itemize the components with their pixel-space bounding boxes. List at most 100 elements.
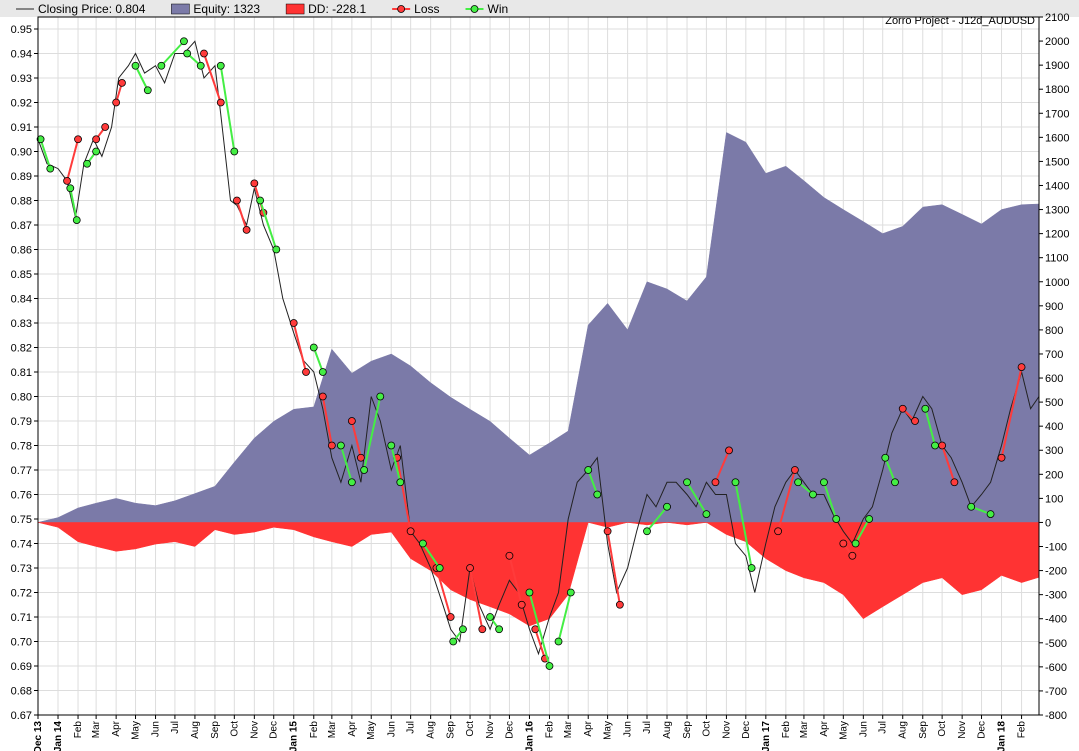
win-trade-marker [851,539,860,548]
x-axis-tick-label: May [838,721,849,740]
legend-label-dd: DD: -228.1 [308,2,366,16]
loss-trade-line [321,396,333,446]
loss-trade-marker [233,196,241,205]
right-axis-tick-label: -700 [1045,686,1067,698]
x-axis-tick-label: Mar [327,720,338,738]
loss-trade-marker [200,49,208,58]
loss-trade-marker [950,478,959,487]
x-axis-tick-label: Jan 18 [997,721,1008,751]
loss-trade-line [396,457,412,532]
right-axis-tick-label: 2100 [1045,12,1069,24]
left-axis-tick-label: 0.83 [11,318,32,330]
win-trade-line [686,481,708,515]
win-trade-marker [967,502,976,511]
axes: 0.67 0.68 0.69 0.70 0.71 0.72 0.73 0.74 0.75 0.76… [11,12,1070,751]
loss-trade-line [66,138,80,182]
right-axis-tick-label: 2000 [1045,36,1069,48]
loss-trade-marker [318,392,327,401]
loss-trade-line [941,445,956,483]
equity-area [37,132,1040,523]
win-trade-marker [554,637,563,646]
loss-trade-marker [531,625,540,634]
closing-price-line [37,40,1040,656]
win-trade-marker [731,478,740,487]
left-axis-tick-label: 0.78 [11,441,32,453]
right-axis-tick-label: -300 [1045,590,1067,602]
win-trade-marker [545,662,554,670]
loss-trade-marker [92,135,101,144]
loss-trade-marker [74,135,82,144]
loss-trade-marker [848,551,857,560]
win-trade-marker [230,147,239,156]
win-trade-marker [459,625,467,634]
x-axis-tick-label: Dec [741,721,752,739]
win-trade-marker [157,61,166,70]
left-axis-tick-label: 0.72 [11,588,32,600]
legend-label-win: Win [488,2,509,16]
win-trade-marker [683,478,691,487]
loss-trade-line [714,450,730,483]
win-trade-marker [336,441,345,450]
x-axis-tick-label: Sep [682,721,693,739]
win-trade-line [528,592,551,667]
win-trade-marker [256,196,265,205]
loss-trade-line [534,628,546,659]
x-axis-tick-label: Oct [701,721,712,737]
x-axis-tick-label: May [131,721,142,740]
win-trade-marker [663,502,671,511]
left-axis-tick-label: 0.82 [11,343,32,355]
x-axis-tick-label: Aug [190,721,201,739]
loss-trade-marker [938,441,947,450]
loss-trade-line [508,555,523,605]
x-axis-tick-label: Nov [485,721,496,739]
win-trade-line [160,40,185,67]
win-trade-marker [809,490,817,499]
right-axis-tick-label: 1800 [1045,84,1069,96]
loss-trade-marker [101,123,110,131]
x-axis-tick-label: Apr [583,720,594,736]
legend-bar [0,0,1079,17]
legend-swatch-equity [171,3,190,15]
x-axis-tick-label: Dec 13 [33,721,44,751]
loss-trade-marker [911,417,919,425]
x-axis-tick-label: Apr [111,720,122,736]
x-axis-tick-label: Sep [210,721,221,739]
loss-trade-marker [517,600,526,609]
left-axis-tick-label: 0.88 [11,196,32,208]
x-axis-tick-label: Apr [819,720,830,736]
loss-trade-line [1000,366,1023,458]
left-axis-tick-label: 0.67 [11,710,32,722]
x-axis-tick-label: Jun [623,721,634,737]
loss-trade-marker [289,319,298,327]
x-axis-tick-label: Nov [249,721,260,739]
x-axis-tick-label: Feb [544,721,555,739]
left-axis-tick-label: 0.74 [11,539,32,551]
win-trade-line [924,408,936,446]
loss-trade-marker [250,179,259,188]
x-axis-tick-label: Dec [977,721,988,739]
win-trade-marker [931,441,939,450]
x-axis-tick-label: Nov [721,721,732,739]
left-axis-tick-label: 0.89 [11,171,32,183]
win-trade-marker [495,625,504,634]
x-axis-tick-label: Feb [309,721,320,739]
x-axis-tick-label: Mar [563,720,574,738]
chart-title: Zorro Project - J12d_AUDUSD [885,15,1035,27]
loss-trade-marker [242,225,251,234]
area-layer [37,132,1040,627]
win-trade-marker [891,478,899,487]
x-axis-tick-label: Dec [269,721,280,739]
x-axis-tick-label: Oct [937,721,948,737]
win-trade-marker [566,588,575,597]
loss-trade-marker [327,441,336,450]
loss-trade-marker [347,417,356,425]
loss-trade-marker [357,453,365,462]
win-trade-line [734,482,753,569]
win-trade-marker [36,135,45,144]
left-axis-tick-label: 0.69 [11,661,32,673]
x-axis-tick-label: Aug [662,721,673,739]
loss-trade-line [777,469,796,532]
right-axis-tick-label: -600 [1045,662,1067,674]
win-trade-marker [387,441,396,450]
